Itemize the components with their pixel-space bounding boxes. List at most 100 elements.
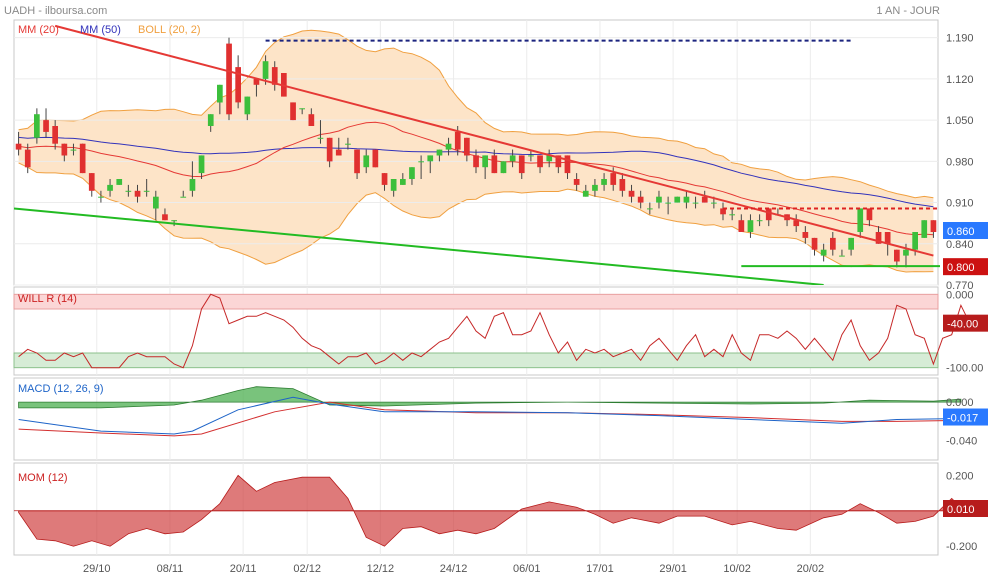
candle-down: [619, 179, 626, 191]
mom-last-tag: 0.010: [947, 504, 975, 516]
candle-down: [875, 232, 882, 244]
willr-overbought-zone: [13, 293, 939, 310]
x-tick-label: 10/02: [723, 563, 751, 575]
x-tick-label: 20/02: [797, 563, 825, 575]
candle-up: [189, 179, 196, 191]
macd-legend: MACD (12, 26, 9): [18, 383, 104, 395]
y-tick-label: 0.000: [946, 397, 974, 409]
candle-up: [820, 249, 827, 256]
candle-up: [683, 196, 690, 203]
candle-up: [711, 202, 717, 204]
candle-down: [226, 43, 232, 115]
candle-up: [363, 155, 370, 168]
candle-up: [546, 155, 553, 162]
candle-down: [628, 190, 635, 197]
willr-last-tag-bg: [943, 314, 988, 332]
candle-up: [153, 196, 159, 209]
candle-down: [290, 102, 296, 121]
candle-down: [720, 208, 726, 215]
macd-signal-line: [18, 401, 961, 437]
y-tick-label: 1.120: [946, 74, 974, 86]
candle-down: [162, 214, 168, 221]
y-tick-label: 0.200: [946, 470, 974, 482]
candle-down: [381, 173, 388, 185]
candle-down: [884, 232, 891, 244]
x-tick-label: 06/01: [513, 563, 541, 575]
y-tick-label: 0.910: [946, 198, 974, 210]
candle-up: [509, 155, 516, 162]
candle-down: [134, 190, 141, 197]
candle-up: [143, 190, 150, 192]
x-tick-label: 20/11: [230, 563, 257, 575]
candle-up: [756, 220, 763, 222]
candle-down: [894, 249, 900, 262]
bollinger-lower-line: [18, 162, 934, 273]
candle-up: [747, 220, 754, 232]
price-legend-entry: MM (20): [18, 24, 59, 36]
last-price-tag-bg: [943, 222, 988, 239]
candle-down: [491, 155, 498, 174]
candle-up: [317, 137, 324, 139]
candle-up: [445, 143, 452, 150]
candle-down: [610, 173, 617, 185]
candle-down: [793, 220, 800, 227]
willr-last-tag: -40.00: [947, 319, 978, 331]
y-tick-label: 1.190: [946, 33, 974, 45]
candle-up: [903, 249, 909, 256]
candle-up: [656, 196, 662, 203]
mom-legend: MOM (12): [18, 472, 68, 484]
price-legend-entry: MM (50): [80, 24, 121, 36]
candle-up: [180, 196, 187, 198]
support-trendline: [14, 207, 824, 285]
support-price-tag: 0.800: [947, 262, 975, 274]
x-tick-label: 29/01: [659, 563, 687, 575]
candle-up: [921, 220, 928, 238]
macd-last-tag: -0.017: [947, 413, 978, 425]
x-tick-label: 24/12: [440, 563, 468, 575]
willr-legend: WILL R (14): [18, 293, 77, 305]
candle-up: [70, 149, 77, 151]
candle-up: [125, 190, 132, 192]
candle-up: [665, 202, 671, 204]
macd-histogram: [18, 386, 962, 409]
candle-up: [98, 196, 104, 198]
candle-up: [198, 155, 205, 174]
candle-up: [839, 255, 845, 257]
period-label: 1 AN - JOUR: [876, 5, 940, 17]
x-tick-label: 02/12: [293, 563, 321, 575]
price-legend-entry: BOLL (20, 2): [138, 24, 201, 36]
candle-down: [464, 137, 470, 156]
candle-down: [335, 149, 342, 156]
candle-up: [116, 179, 123, 185]
panel-frame-2: [13, 377, 939, 461]
candle-up: [171, 220, 177, 222]
candle-up: [217, 84, 223, 103]
panel-frame-3: [13, 462, 939, 556]
y-tick-label: 1.050: [946, 115, 974, 127]
candle-up: [427, 155, 434, 162]
y-tick-label: -100.00: [946, 363, 983, 375]
candle-down: [454, 131, 461, 150]
candle-down: [830, 237, 836, 250]
candle-up: [418, 161, 424, 163]
candle-up: [107, 184, 113, 191]
x-tick-label: 08/11: [157, 563, 184, 575]
candle-down: [537, 155, 543, 168]
candle-down: [555, 155, 562, 168]
candle-down: [308, 114, 315, 126]
candle-down: [866, 208, 873, 221]
candle-up: [500, 161, 507, 174]
y-tick-label: 0.840: [946, 239, 974, 251]
candle-up: [34, 114, 40, 138]
resistance-trendline: [54, 24, 934, 257]
support-price-tag-bg: [943, 258, 988, 276]
candle-down: [24, 149, 31, 168]
last-price-tag: 0.860: [947, 226, 975, 238]
panel-frame-1: [13, 286, 939, 376]
candle-down: [802, 232, 809, 238]
candle-down: [79, 143, 86, 174]
macd-last-tag-bg: [943, 408, 988, 426]
candle-down: [518, 155, 525, 174]
candle-up: [601, 179, 607, 185]
